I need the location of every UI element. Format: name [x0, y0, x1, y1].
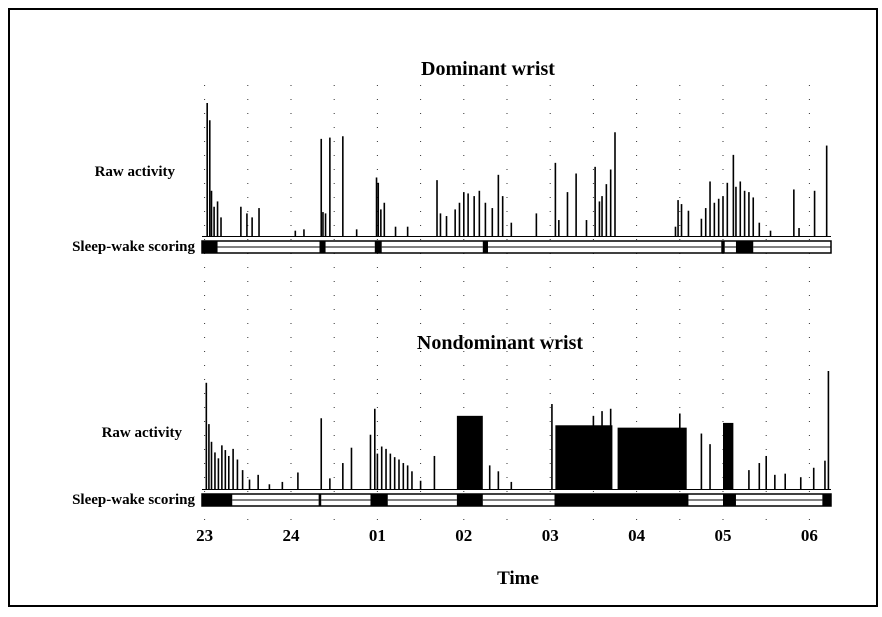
panel-title-nondominant: Nondominant wrist — [417, 332, 583, 354]
activity-block — [555, 425, 613, 489]
wake-segment — [722, 494, 736, 506]
activity-block — [617, 427, 687, 489]
x-tick-label: 04 — [628, 526, 646, 545]
scoring-label-dominant: Sleep-wake scoring — [72, 239, 195, 255]
x-tick-label: 01 — [369, 526, 386, 545]
wake-segment — [318, 494, 322, 506]
ylabel-dominant: Raw activity — [95, 164, 176, 180]
panel-dominant-wrist — [201, 103, 832, 254]
x-tick-label: 02 — [455, 526, 472, 545]
figure-frame — [8, 8, 878, 607]
x-tick-labels: 23 24 01 02 03 04 05 06 — [196, 526, 818, 545]
panel-nondominant-wrist — [201, 371, 832, 507]
scoring-label-nondominant: Sleep-wake scoring — [72, 492, 195, 508]
x-tick-label: 05 — [714, 526, 731, 545]
wake-segment — [554, 494, 689, 506]
x-axis-label: Time — [497, 568, 539, 589]
wake-segment — [735, 241, 754, 253]
wake-segment — [482, 241, 488, 253]
ylabel-nondominant: Raw activity — [102, 425, 183, 441]
wake-segment — [456, 494, 483, 506]
x-tick-label: 03 — [542, 526, 559, 545]
x-tick-label: 24 — [282, 526, 300, 545]
wake-segment — [721, 241, 725, 253]
wake-segment — [202, 494, 233, 506]
wake-segment — [319, 241, 326, 253]
wake-segment — [374, 241, 382, 253]
wake-segment — [822, 494, 831, 506]
activity-block — [722, 422, 734, 489]
x-tick-label: 06 — [801, 526, 818, 545]
wake-segment — [202, 241, 218, 253]
activity-block — [456, 415, 483, 489]
panel-title-dominant: Dominant wrist — [421, 58, 555, 80]
wake-segment — [370, 494, 388, 506]
grid-lines — [204, 85, 810, 522]
x-tick-label: 23 — [196, 526, 213, 545]
